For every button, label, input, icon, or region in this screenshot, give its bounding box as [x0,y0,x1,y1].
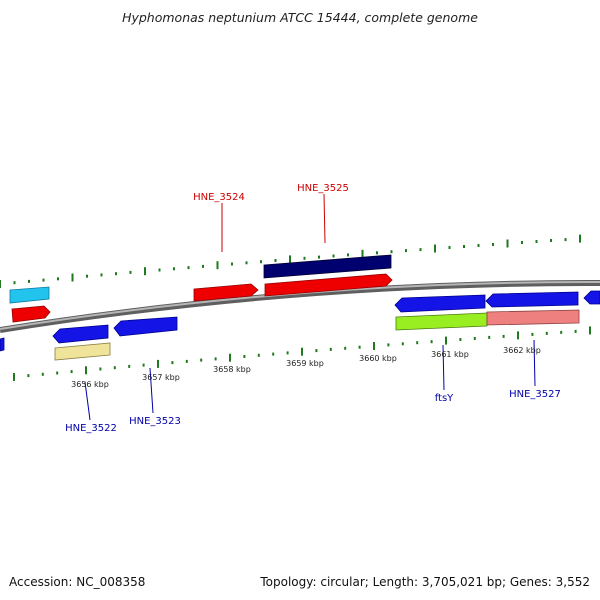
label-HNE_3525[interactable]: HNE_3525 [297,183,349,194]
gene-HNE_3527[interactable] [485,291,579,308]
label-HNE_3523[interactable]: HNE_3523 [129,416,181,427]
gene-HNE_3524[interactable] [193,283,259,302]
kbp-label-3660: 3660 kbp [359,354,397,363]
kbp-label-3662: 3662 kbp [503,346,541,355]
gene-cyan[interactable] [9,286,50,304]
label-HNE_3524[interactable]: HNE_3524 [193,192,245,203]
kbp-label-3656: 3656 kbp [71,380,109,389]
label-HNE_3527[interactable]: HNE_3527 [509,389,561,400]
accession-text: Accession: NC_008358 [9,575,146,589]
kbp-label-3661: 3661 kbp [431,350,469,359]
gene-pink[interactable] [486,309,580,326]
gene-blue-right-edge[interactable] [583,290,600,305]
genome-backbone [0,279,600,333]
label-HNE_3522[interactable]: HNE_3522 [65,423,117,434]
label-ftsY[interactable]: ftsY [435,393,454,404]
map-title: Hyphomonas neptunium ATCC 15444, complet… [122,10,478,25]
gene-blue-edge[interactable] [0,337,5,352]
gene-lime[interactable] [395,312,488,331]
gene-red-left[interactable] [11,305,51,323]
outer-tick-row [0,234,581,288]
gene-ftsY[interactable] [394,294,486,313]
gene-HNE_3522[interactable] [52,324,109,344]
gene-yellow[interactable] [54,342,111,361]
kbp-label-3658: 3658 kbp [213,365,251,374]
genome-summary-text: Topology: circular; Length: 3,705,021 bp… [260,575,590,589]
gene-features [0,254,600,361]
gene-HNE_3525[interactable] [263,254,392,279]
kbp-label-3659: 3659 kbp [286,359,324,368]
label-leaders [84,193,536,421]
kbp-label-3657: 3657 kbp [142,373,180,382]
inner-tick-row [13,326,591,381]
gene-red-main[interactable] [264,273,393,297]
gene-HNE_3523[interactable] [113,316,178,337]
